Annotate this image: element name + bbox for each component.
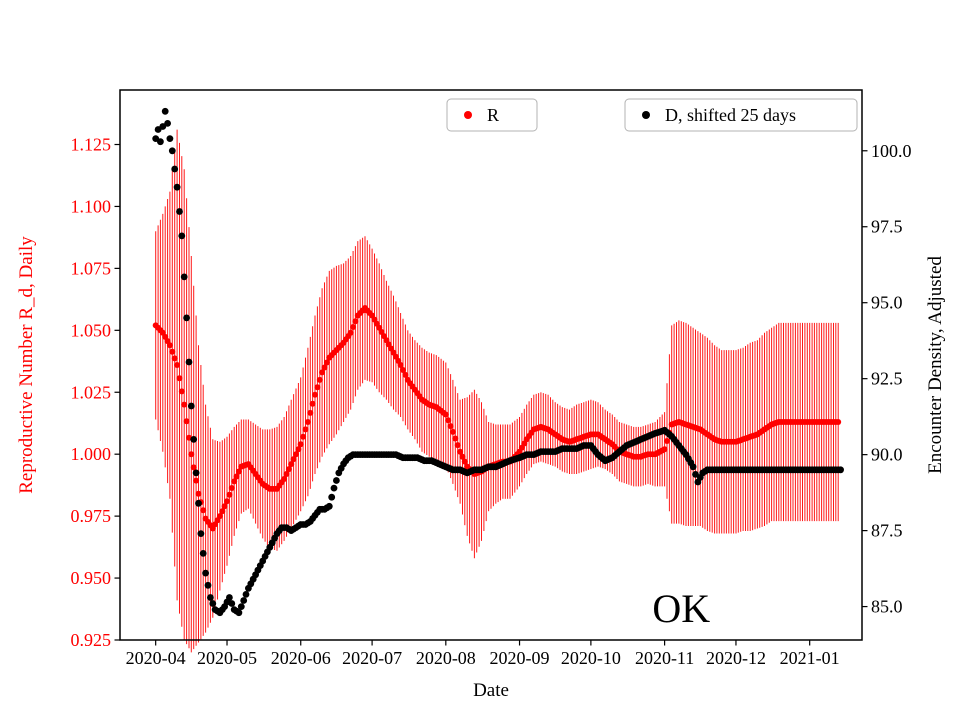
y-axis-left: 0.925 0.950 0.975 1.000 1.025 1.050 1.075 1.100… bbox=[71, 135, 120, 650]
x-tick-label: 2020-05 bbox=[197, 648, 257, 668]
d-shifted-25-days-points bbox=[152, 107, 844, 617]
legend-marker-icon bbox=[642, 111, 650, 119]
x-tick-label: 2020-12 bbox=[706, 648, 766, 668]
x-tick-label: 2020-11 bbox=[635, 648, 694, 668]
x-tick-label: 2020-07 bbox=[342, 648, 402, 668]
y-right-tick-label: 92.5 bbox=[871, 369, 903, 389]
y-right-tick-label: 97.5 bbox=[871, 217, 903, 237]
x-tick-label: 2020-04 bbox=[126, 648, 186, 668]
y-right-tick-label: 87.5 bbox=[871, 521, 903, 541]
x-axis-title: Date bbox=[473, 680, 509, 701]
x-tick-label: 2020-08 bbox=[416, 648, 476, 668]
y-right-axis-title: Encounter Density, Adjusted bbox=[925, 256, 946, 474]
legends: R D, shifted 25 days bbox=[446, 98, 858, 132]
y-left-tick-label: 1.075 bbox=[71, 258, 112, 278]
y-left-tick-label: 1.125 bbox=[71, 135, 112, 155]
y-left-tick-label: 0.975 bbox=[71, 506, 112, 526]
legend-label: R bbox=[487, 105, 499, 125]
annotations: OK bbox=[652, 586, 710, 631]
y-axis-right: 85.0 87.5 90.0 92.5 95.0 97.5 100.0 bbox=[862, 141, 912, 617]
legend-box bbox=[624, 98, 858, 132]
x-axis: 2020-04 2020-05 2020-06 2020-07 2020-08 2020-… bbox=[126, 640, 840, 668]
y-left-axis-title: Reproductive Number R_d, Daily bbox=[16, 236, 37, 494]
y-right-tick-label: 85.0 bbox=[871, 597, 903, 617]
y-left-tick-label: 0.925 bbox=[71, 630, 112, 650]
y-right-tick-label: 90.0 bbox=[871, 445, 903, 465]
y-left-tick-label: 0.950 bbox=[71, 568, 112, 588]
y-left-tick-label: 1.025 bbox=[71, 382, 112, 402]
axis-titles: Date Reproductive Number R_d, Daily Encoun… bbox=[16, 236, 946, 701]
x-tick-label: 2021-01 bbox=[780, 648, 840, 668]
y-right-tick-label: 100.0 bbox=[871, 141, 912, 161]
legend-marker-icon bbox=[464, 111, 472, 119]
legend-label: D, shifted 25 days bbox=[665, 105, 796, 125]
y-right-tick-label: 95.0 bbox=[871, 293, 903, 313]
legend-box bbox=[446, 98, 538, 132]
y-left-tick-label: 1.050 bbox=[71, 320, 112, 340]
annotation-text: OK bbox=[652, 586, 710, 631]
y-left-tick-label: 1.100 bbox=[71, 196, 112, 216]
x-tick-label: 2020-06 bbox=[271, 648, 331, 668]
plot-frame bbox=[119, 89, 863, 641]
y-left-tick-label: 1.000 bbox=[71, 444, 112, 464]
x-tick-label: 2020-09 bbox=[490, 648, 550, 668]
x-tick-label: 2020-10 bbox=[561, 648, 621, 668]
